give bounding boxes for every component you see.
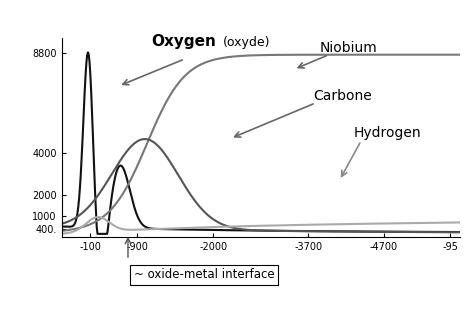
Text: Hydrogen: Hydrogen: [354, 126, 421, 140]
Text: (oxyde): (oxyde): [223, 36, 270, 49]
Text: Oxygen: Oxygen: [152, 34, 217, 49]
Text: Carbone: Carbone: [313, 89, 372, 103]
Text: Niobium: Niobium: [319, 40, 377, 55]
Text: ~ oxide-metal interface: ~ oxide-metal interface: [134, 268, 274, 281]
